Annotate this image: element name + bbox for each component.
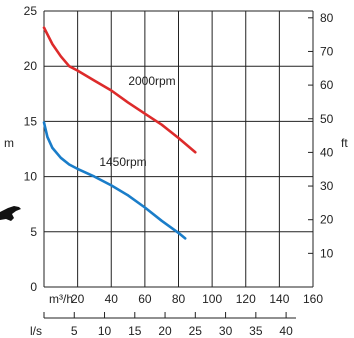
y-left-tick-label-25: 25 — [24, 4, 38, 18]
decorative-hand-icon — [0, 206, 21, 221]
y-left-axis-title: m — [4, 136, 14, 150]
series-label-1450rpm: 1450rpm — [99, 155, 146, 169]
x-primary-tick-label-40: 40 — [105, 292, 119, 306]
y-left-tick-label-20: 20 — [24, 59, 38, 73]
x-primary-tick-label-60: 60 — [138, 292, 152, 306]
y-right-tick-label-10: 10 — [320, 246, 334, 260]
x-primary-tick-label-80: 80 — [172, 292, 186, 306]
y-right-tick-label-60: 60 — [320, 78, 334, 92]
axes — [43, 10, 314, 319]
x-secondary-tick-label-40: 40 — [279, 324, 293, 338]
grid — [44, 11, 313, 287]
x-primary-unit-label: m³/h — [49, 292, 73, 306]
y-left-tick-label-0: 0 — [30, 280, 37, 294]
y-right-tick-label-50: 50 — [320, 112, 334, 126]
x-secondary-tick-label-30: 30 — [219, 324, 233, 338]
x-secondary-tick-label-10: 10 — [98, 324, 112, 338]
y-left-tick-label-15: 15 — [24, 114, 38, 128]
x-secondary-unit-label: l/s — [30, 324, 42, 338]
x-secondary-tick-label-20: 20 — [158, 324, 172, 338]
y-right-tick-label-80: 80 — [320, 11, 334, 25]
y-left-tick-label-10: 10 — [24, 170, 38, 184]
series-line-2000rpm — [42, 26, 197, 154]
x-primary-tick-label-140: 140 — [269, 292, 289, 306]
y-right-axis-title: ft — [341, 136, 348, 150]
tick-labels: 20 40 60 80 100 120 140 160 0 5 10 15 20 25 10 20 30 40 50… — [24, 4, 334, 338]
y-right-tick-label-40: 40 — [320, 145, 334, 159]
x-primary-tick-label-160: 160 — [303, 292, 323, 306]
x-secondary-tick-label-25: 25 — [189, 324, 203, 338]
x-secondary-tick-label-35: 35 — [249, 324, 263, 338]
y-right-tick-label-70: 70 — [320, 44, 334, 58]
x-secondary-tick-label-15: 15 — [128, 324, 142, 338]
x-primary-tick-label-120: 120 — [236, 292, 256, 306]
x-primary-tick-label-100: 100 — [202, 292, 222, 306]
y-right-tick-label-30: 30 — [320, 179, 334, 193]
y-right-tick-label-20: 20 — [320, 213, 334, 227]
y-left-tick-label-5: 5 — [30, 225, 37, 239]
x-primary-tick-label-20: 20 — [71, 292, 85, 306]
series-line-1450rpm — [42, 121, 187, 240]
series-label-2000rpm: 2000rpm — [128, 74, 175, 88]
series: 2000rpm 1450rpm — [42, 26, 197, 240]
x-secondary-tick-label-5: 5 — [71, 324, 78, 338]
